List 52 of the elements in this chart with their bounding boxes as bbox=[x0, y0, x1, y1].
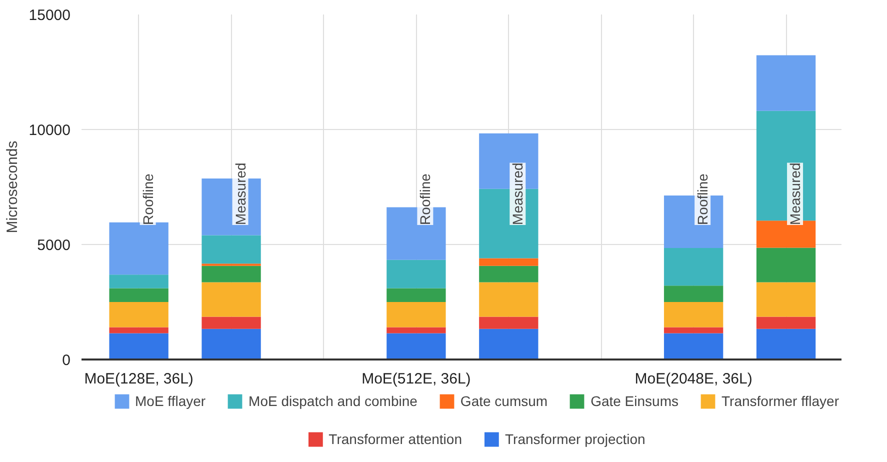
bar bbox=[664, 286, 724, 302]
annotation: Measured bbox=[510, 162, 526, 225]
annotation: Roofline bbox=[417, 173, 434, 225]
x-tick-label: MoE(512E, 36L) bbox=[362, 370, 471, 388]
bar bbox=[386, 302, 446, 328]
x-tick-label: MoE(128E, 36L) bbox=[84, 370, 194, 388]
bar bbox=[386, 327, 446, 334]
bar bbox=[664, 327, 724, 334]
bar bbox=[109, 222, 168, 275]
bar bbox=[664, 333, 724, 360]
annotation: Roofline bbox=[140, 173, 156, 225]
x-tick-label: MoE(2048E, 36L) bbox=[634, 370, 752, 388]
legend-label: Transformer projection bbox=[505, 431, 646, 447]
legend-label: Transformer attention bbox=[328, 431, 462, 447]
bar bbox=[202, 282, 261, 317]
bar bbox=[479, 266, 538, 282]
y-tick-label: 15000 bbox=[28, 7, 71, 24]
annotation: Roofline bbox=[694, 173, 711, 225]
legend-label: MoE fflayer bbox=[135, 393, 206, 409]
annotation: Measured bbox=[787, 162, 804, 225]
y-tick-label: 10000 bbox=[28, 122, 71, 139]
y-tick-label: 5000 bbox=[37, 237, 71, 254]
bar bbox=[756, 248, 816, 282]
bar bbox=[109, 288, 168, 302]
bar bbox=[479, 282, 538, 317]
legend-label: MoE dispatch and combine bbox=[248, 393, 418, 409]
bar bbox=[109, 302, 168, 328]
bar bbox=[756, 282, 816, 317]
bar bbox=[756, 328, 816, 360]
bar bbox=[479, 328, 538, 360]
bar bbox=[756, 316, 816, 329]
bar bbox=[202, 235, 261, 264]
legend-label: Gate Einsums bbox=[590, 393, 679, 409]
y-tick-label: 0 bbox=[62, 352, 70, 369]
bar bbox=[202, 266, 261, 282]
bar bbox=[202, 328, 261, 360]
bar bbox=[756, 55, 816, 111]
legend-label: Transformer fflayer bbox=[722, 393, 839, 409]
annotation: Measured bbox=[232, 162, 248, 225]
bar bbox=[109, 333, 168, 360]
bar bbox=[109, 327, 168, 334]
bar bbox=[664, 302, 724, 328]
y-axis-title: Microseconds bbox=[4, 140, 21, 234]
bar bbox=[202, 316, 261, 329]
bar bbox=[479, 258, 538, 266]
bar bbox=[109, 274, 168, 288]
bar bbox=[664, 248, 724, 286]
bar bbox=[386, 333, 446, 360]
bar bbox=[386, 260, 446, 288]
bar bbox=[479, 316, 538, 329]
bar bbox=[386, 288, 446, 302]
legend-label: Gate cumsum bbox=[460, 393, 548, 409]
